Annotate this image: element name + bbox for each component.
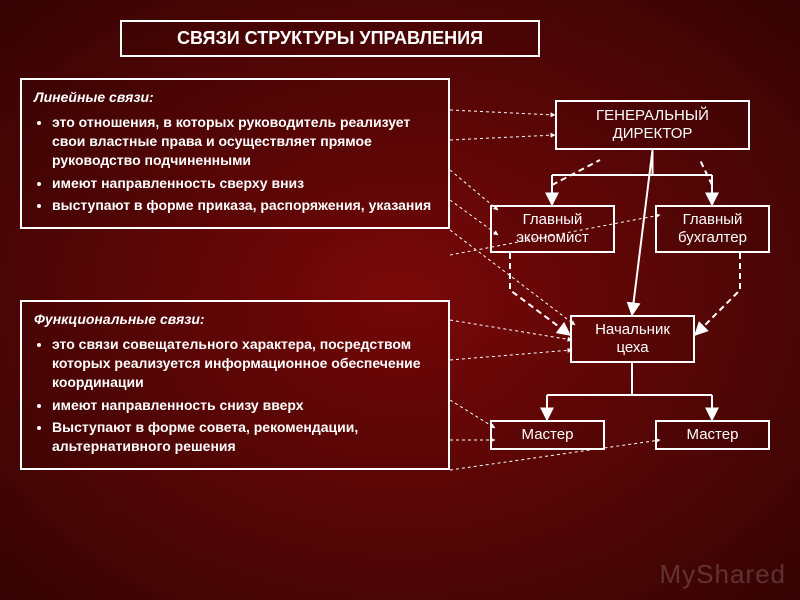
node-chief-economist: Главный экономист [490,205,615,253]
functional-heading: Функциональные связи: [34,310,436,329]
list-item: это связи совещательного характера, поср… [52,335,436,392]
linear-list: это отношения, в которых руководитель ре… [34,113,436,215]
node-master-2: Мастер [655,420,770,450]
functional-list: это связи совещательного характера, поср… [34,335,436,456]
linear-links-box: Линейные связи: это отношения, в которых… [20,78,450,229]
node-chief-accountant: Главный бухгалтер [655,205,770,253]
node-master-1: Мастер [490,420,605,450]
node-label: Мастер [522,426,574,444]
node-label: ДИРЕКТОР [613,125,693,143]
list-item: выступают в форме приказа, распоряжения,… [52,196,436,215]
list-item: имеют направленность снизу вверх [52,396,436,415]
list-item: это отношения, в которых руководитель ре… [52,113,436,170]
list-item: Выступают в форме совета, рекомендации, … [52,418,436,456]
node-label: цеха [616,339,648,357]
node-label: Мастер [687,426,739,444]
node-label: ГЕНЕРАЛЬНЫЙ [596,107,709,125]
list-item: имеют направленность сверху вниз [52,174,436,193]
node-shop-chief: Начальник цеха [570,315,695,363]
node-general-director: ГЕНЕРАЛЬНЫЙ ДИРЕКТОР [555,100,750,150]
functional-links-box: Функциональные связи: это связи совещате… [20,300,450,470]
node-label: Начальник [595,321,670,339]
node-label: Главный [683,211,743,229]
node-label: Главный [523,211,583,229]
linear-heading: Линейные связи: [34,88,436,107]
node-label: экономист [516,229,588,247]
node-label: бухгалтер [678,229,747,247]
page-title: СВЯЗИ СТРУКТУРЫ УПРАВЛЕНИЯ [120,20,540,57]
watermark: MyShared [660,559,787,590]
